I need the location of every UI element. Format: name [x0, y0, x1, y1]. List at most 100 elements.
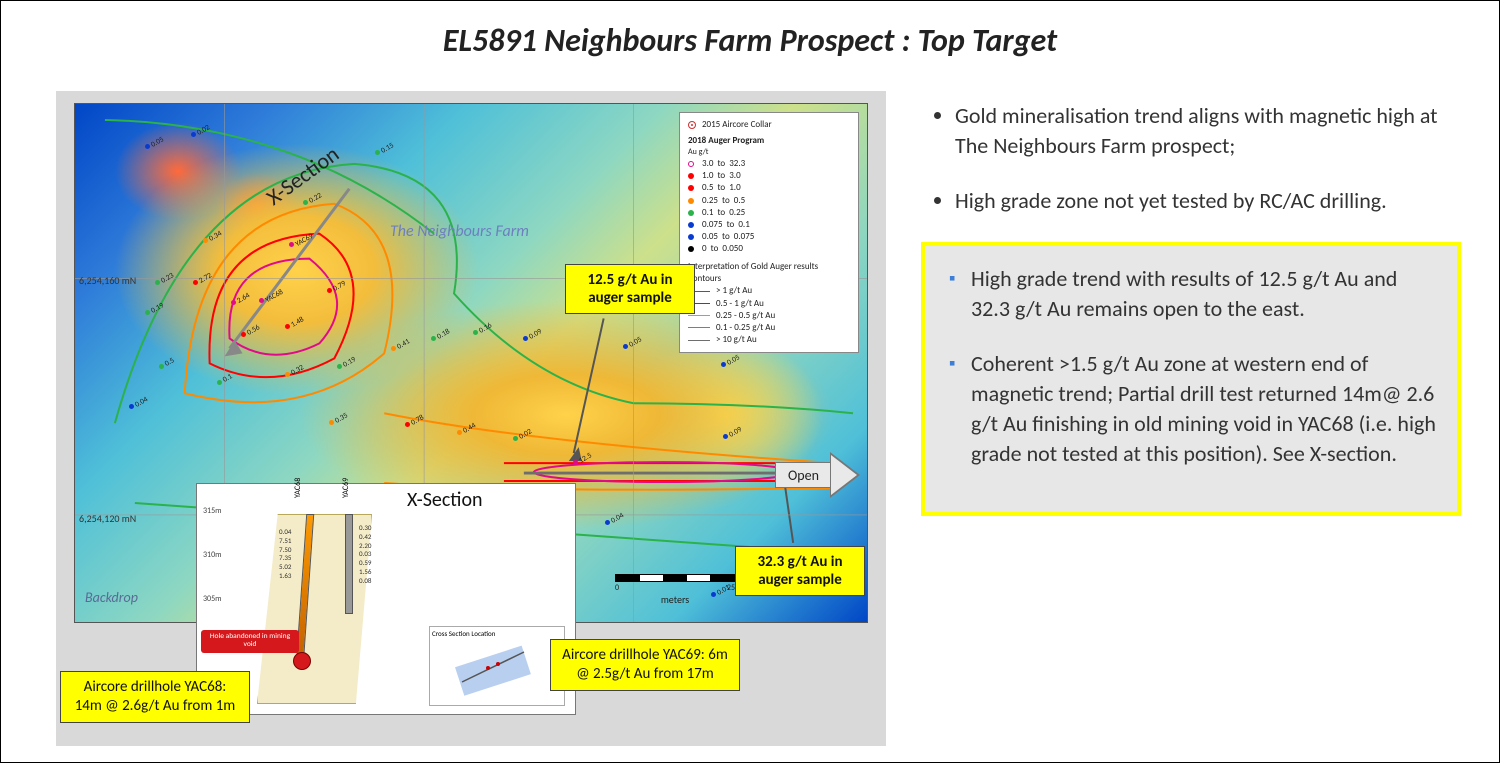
legend-interp-title: Interpretation of Gold Auger results	[688, 261, 850, 273]
inset-csl-map-icon	[432, 638, 562, 702]
legend-bin-row: 3.0 to 32.3	[688, 158, 850, 170]
legend-bin-row: 0.5 to 1.0	[688, 182, 850, 194]
legend-bin-row: 1.0 to 3.0	[688, 170, 850, 182]
legend-bins: 3.0 to 32.3 1.0 to 3.0 0.5 to 1.0 0.25 t…	[688, 158, 850, 255]
plain-bullet: Gold mineralisation trend aligns with ma…	[955, 101, 1461, 160]
sample-point	[191, 132, 196, 137]
sample-point	[405, 422, 410, 427]
legend-line-swatch-icon	[688, 327, 710, 328]
legend-dot-icon	[688, 222, 694, 228]
legend-contour-lines: > 1 g/t Au0.5 - 1 g/t Au0.25 - 0.5 g/t A…	[688, 285, 850, 346]
plain-bullet: High grade zone not yet tested by RC/AC …	[955, 186, 1461, 216]
sample-point	[329, 420, 334, 425]
arrow-head-icon	[830, 452, 860, 498]
callout-yac69: Aircore drillhole YAC69: 6m @ 2.5g/t Au …	[550, 639, 740, 691]
sample-point	[285, 324, 290, 329]
callout-yac68: Aircore drillhole YAC68: 14m @ 2.6g/t Au…	[60, 671, 250, 723]
inset-hole-yac69	[345, 514, 353, 614]
sample-point	[203, 238, 208, 243]
farm-label: The Neighbours Farm	[390, 222, 529, 241]
legend-dot-icon	[688, 185, 694, 191]
slide-frame: EL5891 Neighbours Farm Prospect : Top Ta…	[0, 0, 1500, 763]
sample-point	[193, 280, 198, 285]
sample-point	[303, 200, 308, 205]
legend-dot-icon	[688, 198, 694, 204]
x-section-inset: X-Section 315m310m305m300m295m YAC68 YAC…	[196, 483, 576, 715]
sample-point	[159, 364, 164, 369]
sample-point	[431, 336, 436, 341]
inset-depth-tick: 305m	[203, 594, 222, 604]
scale-unit: meters	[615, 593, 735, 606]
legend-bin-range: 3.0 to 32.3	[700, 158, 745, 170]
legend-bin-range: 0.5 to 1.0	[700, 182, 741, 194]
sample-point	[375, 150, 380, 155]
inset-yac68-assays: 0.047.517.507.355.021.63	[279, 528, 291, 581]
legend-bin-range: 0.1 to 0.25	[700, 207, 745, 219]
sample-point	[605, 520, 610, 525]
yac69-pre: Aircore drillhole YAC69:	[562, 646, 708, 664]
sample-point	[523, 336, 528, 341]
legend-dot-icon	[688, 234, 694, 240]
highlight-bullet-list: High grade trend with results of 12.5 g/…	[953, 264, 1439, 468]
right-text-column: Gold mineralisation trend aligns with ma…	[921, 101, 1461, 516]
sample-point	[231, 300, 236, 305]
legend-contour-row: 0.1 - 0.25 g/t Au	[688, 322, 850, 334]
inset-weathering-wedge	[257, 514, 372, 704]
legend-contour-row: > 10 g/t Au	[688, 334, 850, 346]
scale-25: 25	[727, 583, 735, 593]
legend-unit: Au g/t	[688, 147, 850, 158]
inset-csl-label: Cross Section Location	[432, 629, 562, 638]
legend-contour-row: 0.5 - 1 g/t Au	[688, 298, 850, 310]
legend-dot-icon	[688, 246, 694, 252]
yac68-post: Au from 1m	[160, 697, 236, 715]
coord-northing-1: 6,254,160 mN	[79, 274, 136, 287]
yac68-bold: 14m @ 2.6g/t	[75, 697, 160, 715]
legend-contour-label: > 1 g/t Au	[716, 285, 752, 297]
map-legend: 2015 Aircore Collar 2018 Auger Program A…	[679, 112, 859, 353]
sample-point	[241, 332, 246, 337]
sample-point	[217, 380, 222, 385]
inset-cross-section-location: Cross Section Location	[429, 626, 565, 706]
sample-point	[289, 242, 294, 247]
inset-yac69-label: YAC69	[341, 478, 351, 498]
sample-point	[129, 404, 134, 409]
yac69-post: Au from 17m	[630, 665, 713, 683]
legend-bin-range: 0.05 to 0.075	[700, 231, 754, 243]
legend-contour-label: 0.25 - 0.5 g/t Au	[716, 310, 775, 322]
legend-contour-row: 0.25 - 0.5 g/t Au	[688, 310, 850, 322]
legend-bin-range: 0.075 to 0.1	[700, 219, 750, 231]
highlight-box: High grade trend with results of 12.5 g/…	[921, 242, 1461, 516]
legend-contour-label: 0.1 - 0.25 g/t Au	[716, 322, 775, 334]
sample-point	[145, 144, 150, 149]
sample-point	[721, 362, 726, 367]
sample-point	[623, 344, 628, 349]
sample-point	[391, 346, 396, 351]
legend-collar-label: 2015 Aircore Collar	[702, 119, 772, 131]
sample-point	[337, 364, 342, 369]
inset-void-callout: Hole abandoned in mining void	[201, 630, 299, 653]
legend-bin-range: 0.25 to 0.5	[700, 195, 745, 207]
legend-bin-row: 0 to 0.050	[688, 243, 850, 255]
legend-bin-range: 1.0 to 3.0	[700, 170, 741, 182]
sample-point	[285, 372, 290, 377]
sample-point	[145, 310, 150, 315]
inset-yac68-label: YAC68	[293, 478, 303, 498]
legend-bin-row: 0.075 to 0.1	[688, 219, 850, 231]
assay-value: 0.08	[359, 577, 371, 586]
sample-point	[473, 330, 478, 335]
legend-bin-range: 0 to 0.050	[700, 243, 743, 255]
callout-32-3-text: 32.3 g/t Au in auger sample	[757, 553, 842, 589]
map-container: 0.050.020.150.220.340.230.192.722.64YAC6…	[56, 91, 886, 746]
sample-point	[573, 460, 578, 465]
legend-line-swatch-icon	[688, 340, 710, 341]
callout-12-5-auger: 12.5 g/t Au in auger sample	[565, 264, 695, 314]
inset-void-marker-icon	[293, 652, 311, 670]
legend-dot-icon	[688, 161, 694, 167]
scale-0: 0	[615, 583, 619, 593]
legend-bin-row: 0.25 to 0.5	[688, 195, 850, 207]
yac68-pre: Aircore drillhole YAC68:	[84, 678, 227, 696]
highlight-bullet: High grade trend with results of 12.5 g/…	[971, 264, 1439, 323]
legend-bin-row: 0.05 to 0.075	[688, 231, 850, 243]
legend-contour-label: > 10 g/t Au	[716, 334, 757, 346]
callout-32-3-auger: 32.3 g/t Au in auger sample	[735, 546, 865, 596]
